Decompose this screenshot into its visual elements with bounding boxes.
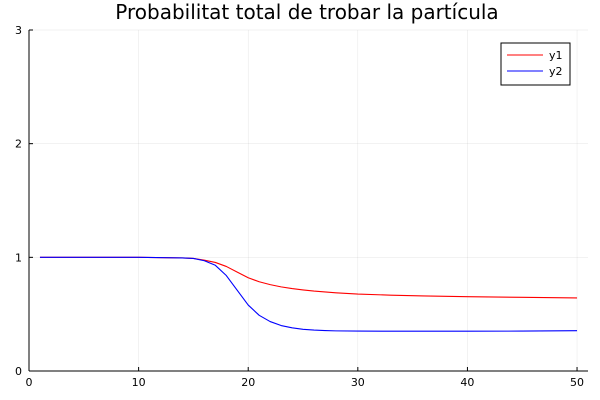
x-tick-label: 10	[132, 376, 146, 389]
y-tick-label: 3	[15, 24, 22, 37]
series-line-y2	[39, 256, 578, 332]
x-axis-ticks: 0 10 20 30 40 50	[26, 367, 584, 389]
x-tick-label: 50	[570, 376, 584, 389]
legend-label-y1: y1	[549, 49, 563, 62]
series-lines	[39, 256, 578, 332]
x-tick-label: 30	[351, 376, 365, 389]
x-tick-label: 40	[460, 376, 474, 389]
y-axis-ticks: 0 1 2 3	[15, 24, 33, 378]
x-tick-label: 0	[26, 376, 33, 389]
y-tick-label: 1	[15, 251, 22, 264]
legend-label-y2: y2	[549, 65, 563, 78]
legend-box	[500, 42, 571, 86]
series-line-y1	[39, 256, 578, 299]
y-tick-label: 2	[15, 138, 22, 151]
y-tick-label: 0	[15, 365, 22, 378]
chart-title: Probabilitat total de trobar la partícul…	[115, 0, 498, 24]
axes	[28, 30, 588, 372]
x-tick-label: 20	[241, 376, 255, 389]
